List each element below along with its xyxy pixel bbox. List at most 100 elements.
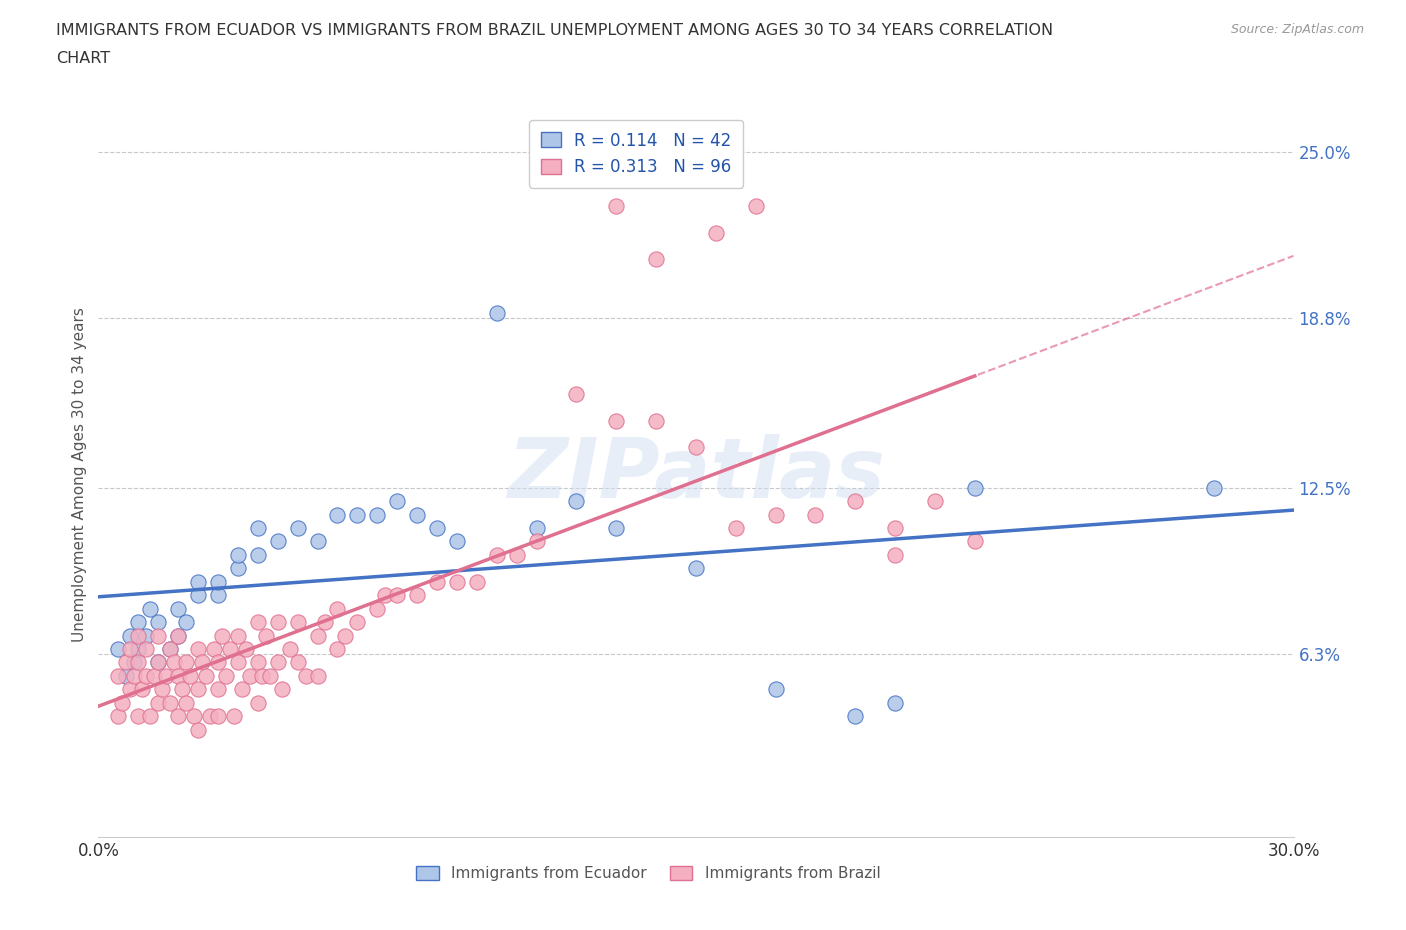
Point xyxy=(148,696,170,711)
Point xyxy=(246,696,269,711)
Point xyxy=(226,655,249,670)
Point xyxy=(207,682,229,697)
Point xyxy=(222,709,245,724)
Point xyxy=(605,198,627,213)
Point xyxy=(139,601,162,616)
Point xyxy=(366,507,388,522)
Point xyxy=(127,642,149,657)
Point xyxy=(202,642,225,657)
Point xyxy=(107,669,129,684)
Point xyxy=(111,696,134,711)
Point xyxy=(963,534,986,549)
Point xyxy=(765,507,787,522)
Point xyxy=(374,588,396,603)
Point xyxy=(187,722,209,737)
Point xyxy=(167,601,190,616)
Point xyxy=(465,575,488,590)
Point xyxy=(127,655,149,670)
Point xyxy=(246,521,269,536)
Point xyxy=(226,548,249,563)
Point xyxy=(211,628,233,643)
Legend: Immigrants from Ecuador, Immigrants from Brazil: Immigrants from Ecuador, Immigrants from… xyxy=(409,860,887,887)
Text: IMMIGRANTS FROM ECUADOR VS IMMIGRANTS FROM BRAZIL UNEMPLOYMENT AMONG AGES 30 TO : IMMIGRANTS FROM ECUADOR VS IMMIGRANTS FR… xyxy=(56,23,1053,38)
Point xyxy=(335,628,357,643)
Point xyxy=(107,642,129,657)
Point xyxy=(246,615,269,630)
Point xyxy=(215,669,238,684)
Point xyxy=(120,642,142,657)
Point xyxy=(605,521,627,536)
Point xyxy=(250,669,273,684)
Point xyxy=(506,548,529,563)
Point xyxy=(135,669,157,684)
Point xyxy=(884,521,907,536)
Point xyxy=(385,588,409,603)
Point xyxy=(124,655,146,670)
Point xyxy=(159,642,181,657)
Point xyxy=(135,642,157,657)
Point xyxy=(294,669,316,684)
Point xyxy=(844,494,866,509)
Point xyxy=(526,534,548,549)
Point xyxy=(526,521,548,536)
Point xyxy=(385,494,409,509)
Point xyxy=(246,548,269,563)
Point xyxy=(645,413,668,428)
Text: ZIPatlas: ZIPatlas xyxy=(508,433,884,515)
Point xyxy=(685,440,707,455)
Point xyxy=(685,561,707,576)
Point xyxy=(207,575,229,590)
Point xyxy=(187,575,209,590)
Point xyxy=(605,413,627,428)
Point xyxy=(226,628,249,643)
Point xyxy=(704,225,727,240)
Point xyxy=(326,601,349,616)
Point xyxy=(124,669,146,684)
Point xyxy=(159,642,181,657)
Y-axis label: Unemployment Among Ages 30 to 34 years: Unemployment Among Ages 30 to 34 years xyxy=(72,307,87,642)
Point xyxy=(155,669,177,684)
Point xyxy=(187,588,209,603)
Point xyxy=(267,534,290,549)
Point xyxy=(115,655,138,670)
Point xyxy=(207,588,229,603)
Point xyxy=(235,642,257,657)
Point xyxy=(120,682,142,697)
Point xyxy=(565,386,588,401)
Point xyxy=(187,682,209,697)
Point xyxy=(565,494,588,509)
Point xyxy=(270,682,292,697)
Point xyxy=(259,669,281,684)
Point xyxy=(139,709,162,724)
Point xyxy=(120,628,142,643)
Point xyxy=(183,709,205,724)
Point xyxy=(191,655,214,670)
Point xyxy=(127,628,149,643)
Point xyxy=(844,709,866,724)
Point xyxy=(246,655,269,670)
Point xyxy=(485,306,508,321)
Point xyxy=(287,655,309,670)
Point xyxy=(131,682,153,697)
Point xyxy=(148,615,170,630)
Point xyxy=(148,655,170,670)
Text: CHART: CHART xyxy=(56,51,110,66)
Point xyxy=(167,628,190,643)
Point xyxy=(107,709,129,724)
Point xyxy=(179,669,201,684)
Point xyxy=(143,669,166,684)
Point xyxy=(765,682,787,697)
Point xyxy=(198,709,221,724)
Point xyxy=(219,642,242,657)
Point xyxy=(724,521,747,536)
Point xyxy=(267,615,290,630)
Point xyxy=(366,601,388,616)
Point xyxy=(287,615,309,630)
Point xyxy=(307,669,329,684)
Point xyxy=(287,521,309,536)
Point xyxy=(278,642,301,657)
Point xyxy=(172,682,194,697)
Point xyxy=(127,709,149,724)
Point xyxy=(963,480,986,495)
Point xyxy=(167,709,190,724)
